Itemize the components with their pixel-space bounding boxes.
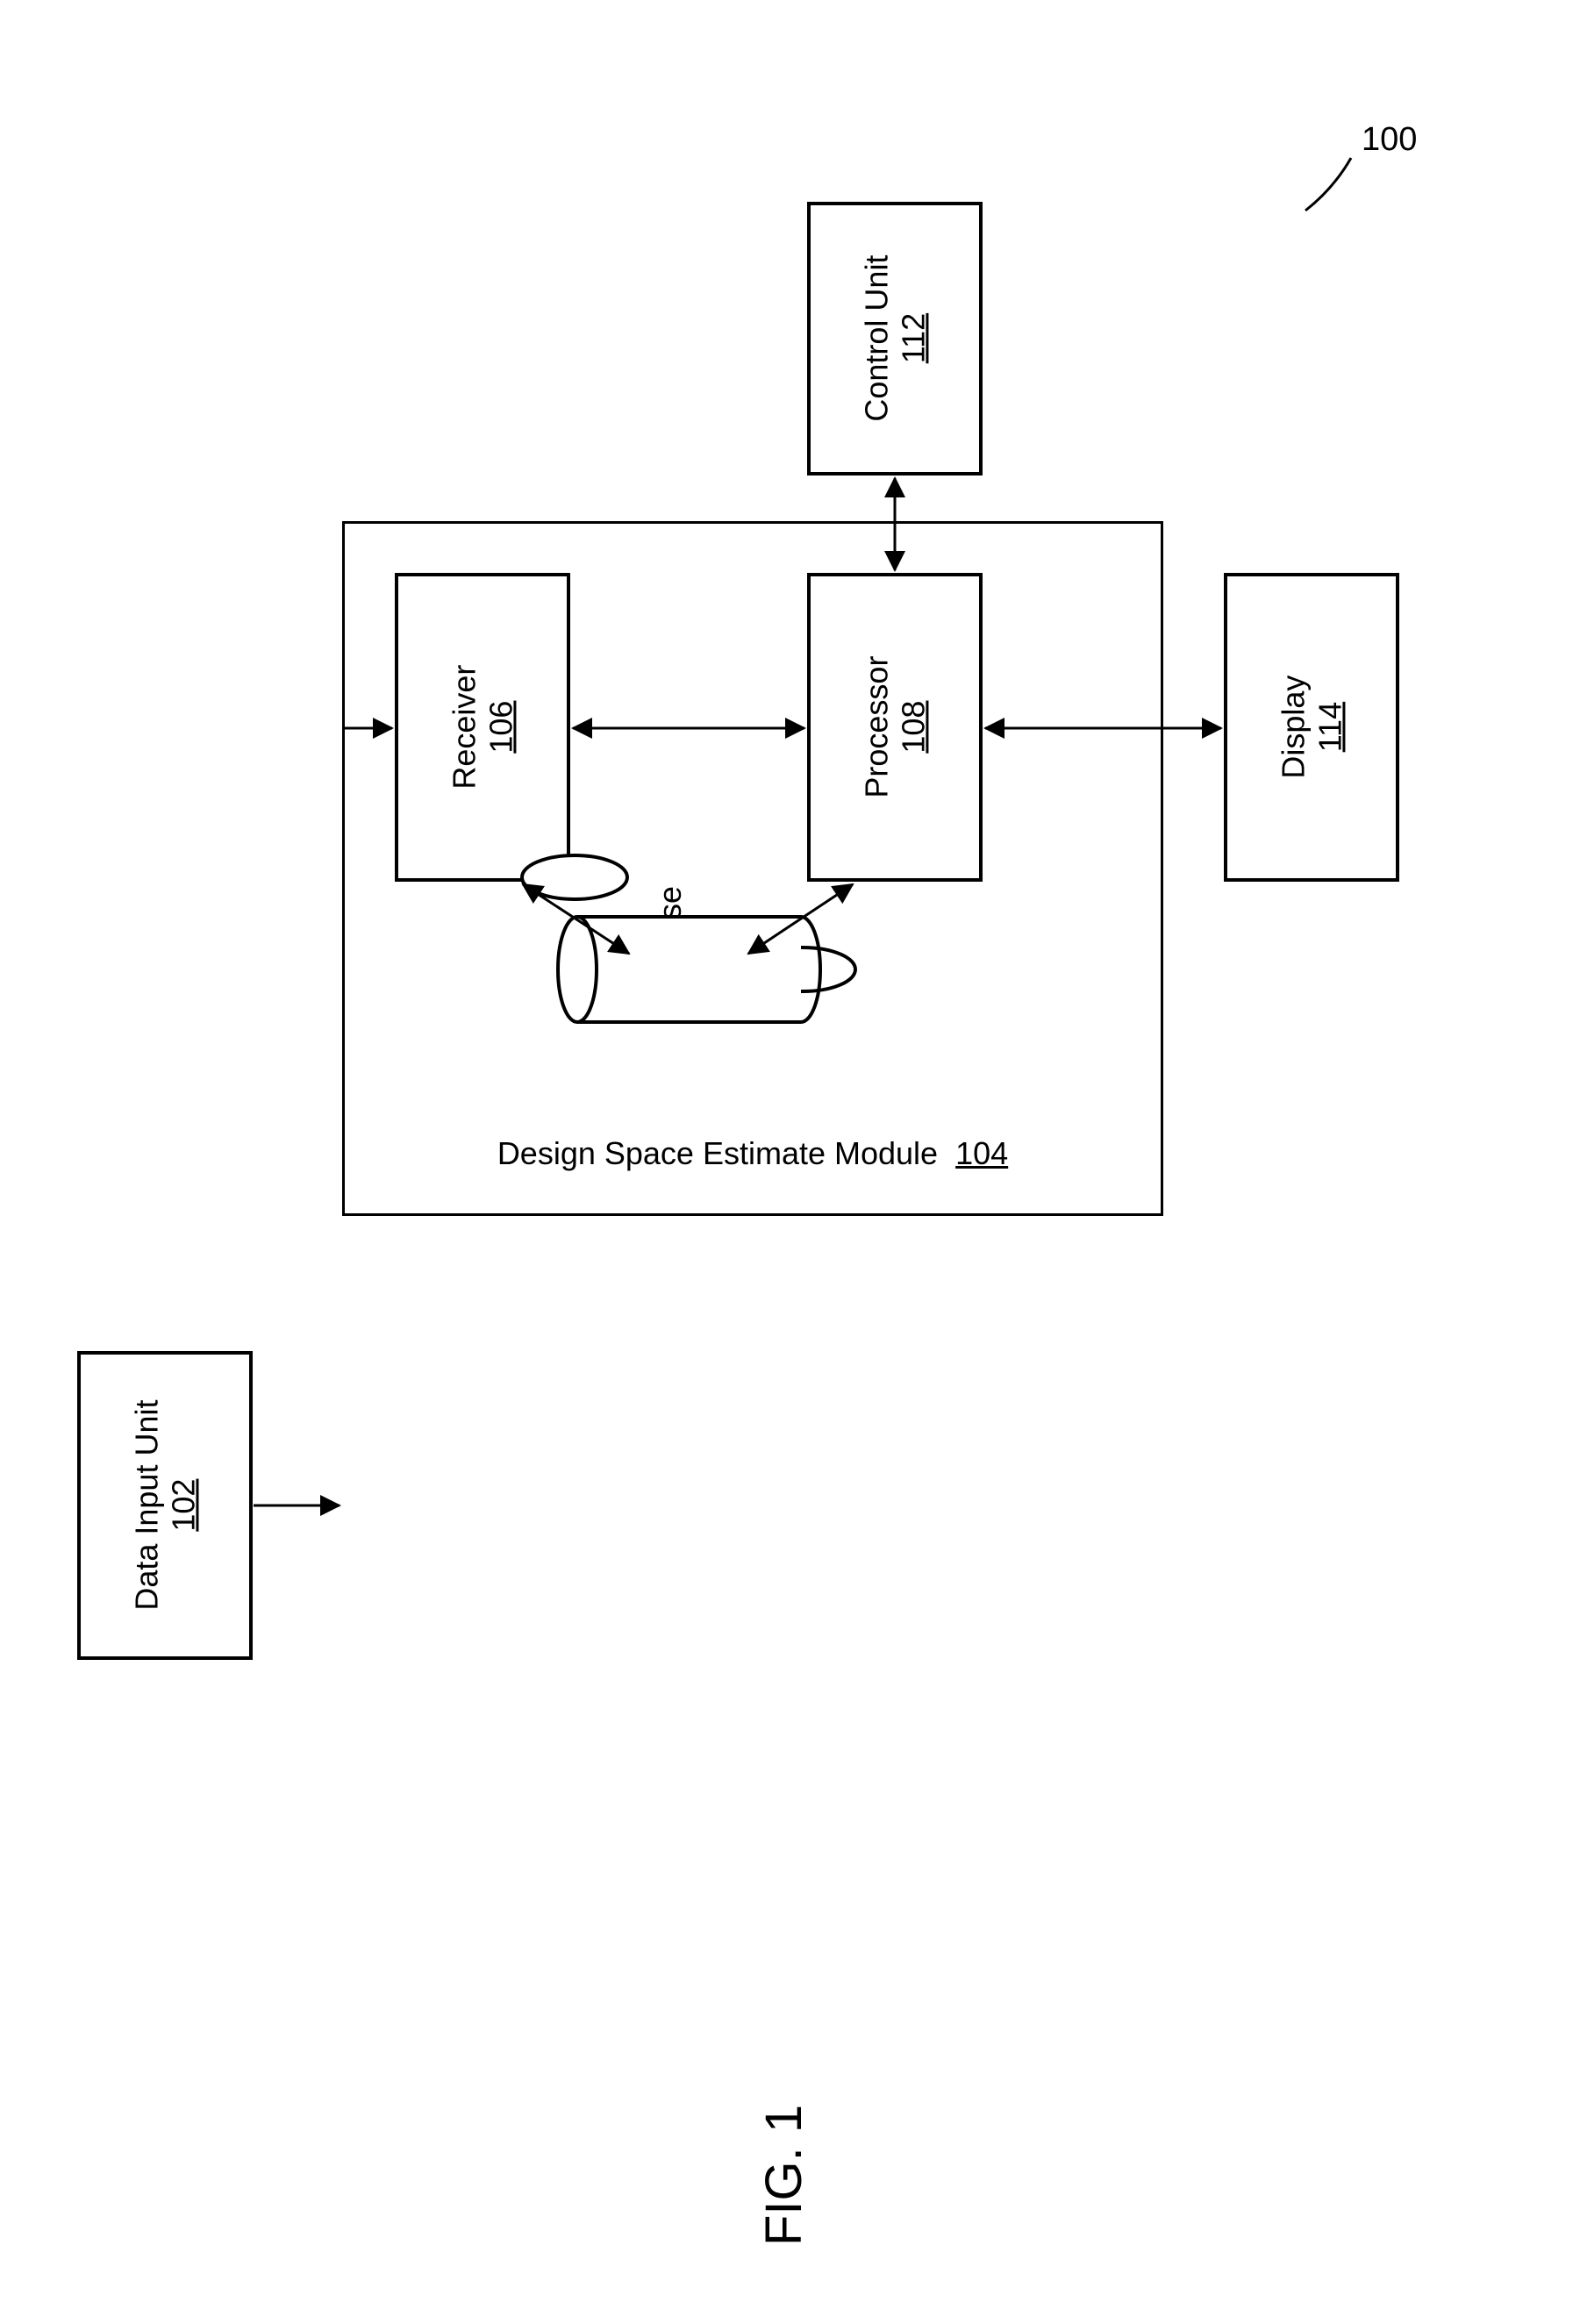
system-ref-tick: [1305, 158, 1351, 211]
figure-canvas: 100 Design Space Estimate Module 104 Dat…: [0, 0, 1580, 2324]
connector-layer: [0, 0, 1580, 2324]
figure-caption-text: FIG. 1: [755, 2105, 812, 2246]
figure-caption: FIG. 1: [754, 2105, 813, 2246]
